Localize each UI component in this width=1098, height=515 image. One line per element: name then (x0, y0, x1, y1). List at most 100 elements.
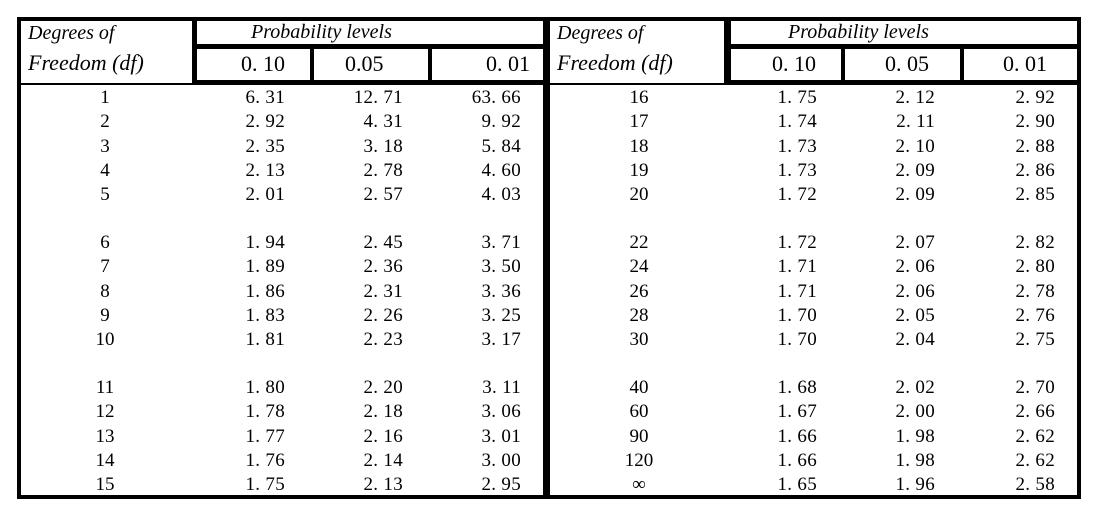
right-value-cell: 2. 66 (1015, 401, 1055, 423)
table-rows: 1 6. 31 12. 71 63. 66 2 2. 92 4. 31 9. 92 3 2. 35… (17, 17, 1081, 499)
right-value-cell: 1. 72 (777, 184, 817, 206)
right-value-cell: 1. 73 (777, 135, 817, 157)
left-value-cell: 6. 31 (245, 87, 285, 108)
right-value-cell: 1. 72 (777, 232, 817, 253)
right-value-cell: 2. 92 (1015, 87, 1055, 108)
left-value-cell: 2. 23 (363, 329, 403, 351)
right-df-cell: 28 (629, 304, 649, 326)
right-value-cell: 2. 05 (895, 304, 935, 326)
left-value-cell: 3. 11 (482, 377, 521, 398)
left-value-cell: 4. 03 (481, 184, 521, 206)
right-value-cell: 2. 88 (1015, 135, 1055, 157)
right-value-cell: 2. 04 (895, 329, 935, 351)
right-df-label-2: Freedom (df) (557, 50, 673, 75)
right-value-cell: 1. 75 (777, 87, 817, 108)
left-df-cell: 14 (95, 449, 115, 471)
left-df-cell: 7 (100, 256, 110, 278)
left-value-cell: 3. 25 (481, 304, 521, 326)
left-value-cell: 3. 36 (481, 280, 521, 302)
right-value-cell: 2. 90 (1015, 111, 1055, 133)
left-df-cell: 13 (95, 425, 115, 447)
right-value-cell: 1. 70 (777, 304, 817, 326)
right-value-cell: 1. 96 (895, 474, 935, 496)
left-value-cell: 2. 16 (363, 425, 403, 447)
left-value-cell: 2. 13 (245, 159, 285, 181)
t-distribution-table: Degrees of Freedom (df) Probability leve… (17, 17, 1081, 499)
right-value-cell: 1. 71 (777, 280, 817, 302)
left-value-cell: 2. 31 (363, 280, 403, 302)
right-level-010: 0. 10 (731, 49, 841, 80)
right-value-cell: 1. 98 (895, 449, 935, 471)
right-value-cell: 1. 66 (777, 425, 817, 447)
right-value-cell: 2. 11 (896, 111, 935, 133)
right-value-cell: 1. 70 (777, 329, 817, 351)
left-df-cell: 2 (100, 111, 110, 133)
left-value-cell: 1. 75 (245, 474, 285, 496)
right-value-cell: 2. 82 (1015, 232, 1055, 253)
left-df-label-1: Degrees of (28, 22, 115, 44)
left-value-cell: 63. 66 (471, 87, 521, 108)
left-value-cell: 2. 45 (363, 232, 403, 253)
left-value-cell: 1. 89 (245, 256, 285, 278)
left-value-cell: 2. 13 (363, 474, 403, 496)
right-prob-header: Probability levels (731, 21, 1077, 44)
left-value-cell: 9. 92 (481, 111, 521, 133)
left-value-cell: 12. 71 (353, 87, 403, 108)
left-level-005: 0.05 (314, 49, 428, 80)
right-value-cell: 2. 12 (895, 87, 935, 108)
left-level-label-005: 0.05 (345, 51, 384, 76)
left-value-cell: 2. 18 (363, 401, 403, 423)
left-prob-label: Probability levels (251, 21, 392, 43)
right-df-cell: 60 (629, 401, 649, 423)
right-value-cell: 1. 71 (777, 256, 817, 278)
right-value-cell: 2. 02 (895, 377, 935, 398)
right-level-label-001: 0. 01 (1003, 51, 1047, 76)
left-df-cell: 1 (100, 87, 110, 108)
left-df-cell: 15 (95, 474, 115, 496)
right-value-cell: 1. 65 (777, 474, 817, 496)
right-value-cell: 2. 62 (1015, 449, 1055, 471)
left-value-cell: 1. 78 (245, 401, 285, 423)
right-df-cell: 40 (629, 377, 649, 398)
left-value-cell: 1. 94 (245, 232, 285, 253)
left-body (21, 85, 543, 495)
right-df-cell: 26 (629, 280, 649, 302)
right-df-cell: 18 (629, 135, 649, 157)
right-level-001: 0. 01 (964, 49, 1077, 80)
right-value-cell: 2. 10 (895, 135, 935, 157)
left-value-cell: 2. 01 (245, 184, 285, 206)
right-value-cell: 2. 09 (895, 184, 935, 206)
right-df-cell: 24 (629, 256, 649, 278)
right-df-cell: 30 (629, 329, 649, 351)
right-value-cell: 1. 98 (895, 425, 935, 447)
left-value-cell: 1. 81 (245, 329, 285, 351)
right-value-cell: 1. 67 (777, 401, 817, 423)
right-df-cell: 19 (629, 159, 649, 181)
left-value-cell: 1. 77 (245, 425, 285, 447)
left-df-cell: 12 (95, 401, 115, 423)
left-value-cell: 4. 60 (481, 159, 521, 181)
right-value-cell: 1. 68 (777, 377, 817, 398)
left-df-cell: 4 (100, 159, 110, 181)
left-value-cell: 5. 84 (481, 135, 521, 157)
left-value-cell: 1. 86 (245, 280, 285, 302)
right-df-cell: 20 (629, 184, 649, 206)
right-df-cell: 22 (629, 232, 649, 253)
left-value-cell: 3. 01 (481, 425, 521, 447)
right-value-cell: 2. 86 (1015, 159, 1055, 181)
right-level-label-005: 0. 05 (885, 51, 929, 76)
right-value-cell: 2. 78 (1015, 280, 1055, 302)
right-value-cell: 2. 06 (895, 256, 935, 278)
right-value-cell: 2. 62 (1015, 425, 1055, 447)
left-prob-header: Probability levels (197, 21, 543, 44)
right-body (550, 85, 1077, 495)
right-df-label-1: Degrees of (557, 22, 644, 44)
right-level-label-010: 0. 10 (772, 51, 816, 76)
right-value-cell: 2. 00 (895, 401, 935, 423)
left-value-cell: 2. 95 (481, 474, 521, 496)
left-value-cell: 3. 17 (481, 329, 521, 351)
right-df-header-bottom: Freedom (df) (550, 47, 724, 83)
left-value-cell: 3. 18 (363, 135, 403, 157)
left-value-cell: 2. 14 (363, 449, 403, 471)
left-level-010: 0. 10 (197, 49, 310, 80)
